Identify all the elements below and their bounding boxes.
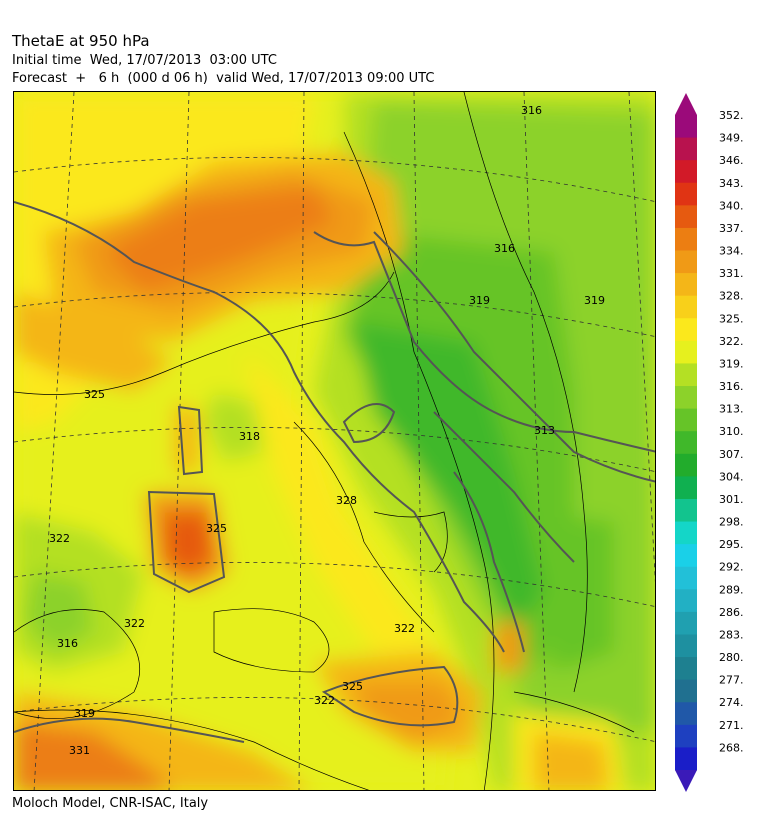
colorbar-swatch [675,657,697,681]
colorbar-swatch [675,747,697,771]
colorbar-label: 295. [719,538,744,551]
colorbar-swatch [675,273,697,297]
colorbar-swatch [675,182,697,206]
colorbar-label: 346. [719,154,744,167]
colorbar-swatch [675,227,697,252]
colorbar-arrow-top [675,93,697,115]
coastlines [14,201,655,743]
colorbar-swatch [675,589,697,613]
contour-label: 319 [584,294,605,307]
colorbar-swatch [675,205,697,229]
colorbar-swatch [675,498,697,523]
colorbar-label: 286. [719,606,744,619]
colorbar-swatch [675,408,697,432]
graticule [14,92,655,790]
contour-label: 331 [69,744,90,757]
colorbar-label: 298. [719,516,744,529]
colorbar-swatch [675,160,697,184]
thetae-map: 316 316 319 319 322 322 322 325 325 325 … [13,91,656,791]
contour-label: 322 [124,617,145,630]
contour-label: 316 [57,637,78,650]
contour-label: 325 [84,388,105,401]
colorbar-label: 301. [719,493,744,506]
contour-label: 318 [239,430,260,443]
colorbar-label: 316. [719,380,744,393]
colorbar-swatch [675,702,697,726]
colorbar-label: 334. [719,245,744,258]
model-credit: Moloch Model, CNR-ISAC, Italy [12,796,209,811]
colorbar-arrow-bottom [675,770,697,792]
colorbar-swatch [675,431,697,455]
contour-label: 328 [336,494,357,507]
contour-lines [14,92,635,790]
forecast-valid-label: Forecast + 6 h (000 d 06 h) valid Wed, 1… [12,71,435,86]
colorbar-label: 349. [719,132,744,145]
contour-label: 322 [394,622,415,635]
contour-label-group: 316 316 319 319 322 322 322 325 325 325 … [49,104,605,757]
colorbar-swatch [675,544,697,568]
contour-label: 313 [534,424,555,437]
colorbar-label: 280. [719,651,744,664]
colorbar-swatch [675,363,697,387]
colorbar-swatch [675,724,697,748]
colorbar-swatch [675,679,697,703]
colorbar-label: 271. [719,719,744,732]
colorbar-swatch [675,453,697,477]
map-canvas: 316 316 319 319 322 322 322 325 325 325 … [14,92,655,790]
contour-label: 322 [314,694,335,707]
colorbar-label: 307. [719,448,744,461]
colorbar-label: 313. [719,403,744,416]
colorbar-label: 277. [719,674,744,687]
colorbar-swatch [675,250,697,274]
colorbar-swatch [675,386,697,410]
colorbar-label: 343. [719,177,744,190]
initial-time-label: Initial time Wed, 17/07/2013 03:00 UTC [12,53,277,68]
thetae-fields [14,92,655,790]
colorbar-swatch [675,566,697,590]
colorbar-swatch [675,340,697,364]
colorbar-swatch [675,295,697,319]
contour-label: 319 [74,707,95,720]
colorbar-swatch [675,611,697,635]
colorbar-swatch [675,318,697,342]
colorbar-label: 304. [719,470,744,483]
colorbar-label: 331. [719,267,744,280]
colorbar-label: 328. [719,290,744,303]
colorbar-label: 310. [719,425,744,438]
contour-label: 316 [521,104,542,117]
contour-label: 325 [206,522,227,535]
colorbar-label: 289. [719,583,744,596]
colorbar-swatch [675,476,697,500]
contour-label: 319 [469,294,490,307]
contour-label: 325 [342,680,363,693]
colorbar-swatch [675,115,697,139]
colorbar-label: 268. [719,741,744,754]
colorbar-label: 274. [719,696,744,709]
chart-title: ThetaE at 950 hPa [12,32,150,50]
colorbar-label: 292. [719,561,744,574]
colorbar-label: 325. [719,312,744,325]
colorbar-label: 322. [719,335,744,348]
colorbar-label: 283. [719,628,744,641]
colorbar: 352. 349. 346. 343. 340. 337. 334. 331. 328. 325.… [675,93,744,792]
colorbar-swatch [675,521,697,545]
contour-label: 322 [49,532,70,545]
colorbar-swatch [675,634,697,658]
colorbar-label: 319. [719,357,744,370]
colorbar-label: 352. [719,109,744,122]
contour-label: 316 [494,242,515,255]
colorbar-label: 337. [719,222,744,235]
colorbar-swatch [675,137,697,161]
colorbar-label: 340. [719,199,744,212]
